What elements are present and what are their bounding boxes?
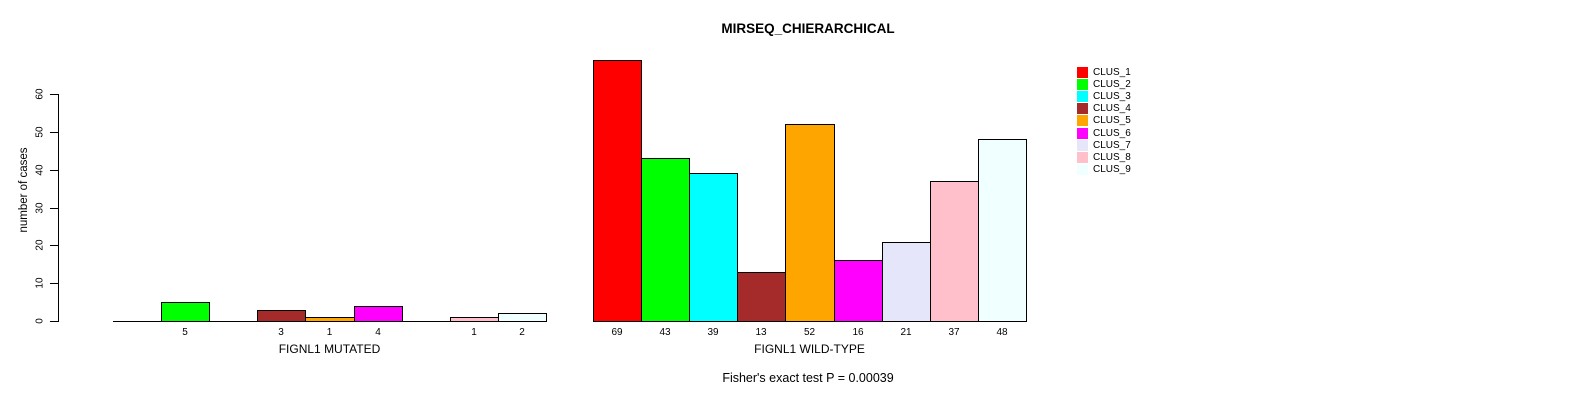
legend-swatch-clus_8 — [1077, 151, 1088, 163]
bar-clus_1 — [593, 60, 642, 322]
legend-swatch-clus_9 — [1077, 163, 1088, 175]
bar-clus_8 — [450, 317, 499, 322]
y-tick-label: 40 — [34, 164, 46, 176]
legend-swatch-clus_1 — [1077, 66, 1088, 78]
legend-item: CLUS_7 — [1077, 139, 1131, 151]
legend-swatch-clus_3 — [1077, 90, 1088, 102]
bar-value-label: 39 — [707, 327, 719, 338]
bar-clus_2 — [161, 302, 210, 322]
legend-label: CLUS_8 — [1093, 151, 1131, 163]
legend-swatch-clus_6 — [1077, 127, 1088, 139]
legend-swatch-clus_5 — [1077, 114, 1088, 126]
legend-item: CLUS_5 — [1077, 114, 1131, 126]
y-tick-label: 60 — [34, 88, 46, 100]
bar-value-label: 16 — [852, 327, 864, 338]
bar-value-label: 1 — [326, 327, 333, 338]
bar-clus_8 — [930, 181, 979, 322]
legend-label: CLUS_6 — [1093, 127, 1131, 139]
bar-value-label: 21 — [900, 327, 912, 338]
y-tick-label: 30 — [34, 202, 46, 214]
bar-value-label: 4 — [375, 327, 381, 338]
y-tick — [50, 245, 58, 246]
bar-clus_4 — [257, 310, 306, 322]
legend-swatch-clus_7 — [1077, 139, 1088, 151]
group-axis-label: FIGNL1 WILD-TYPE — [754, 342, 865, 356]
legend-label: CLUS_4 — [1093, 102, 1131, 114]
bar-clus_5 — [785, 124, 835, 322]
y-tick — [50, 170, 58, 171]
bar-value-label: 43 — [659, 327, 671, 338]
legend-label: CLUS_5 — [1093, 114, 1131, 126]
bar-clus_5 — [305, 317, 355, 322]
fisher-test-annotation: Fisher's exact test P = 0.00039 — [722, 371, 894, 385]
bar-value-label: 37 — [948, 327, 960, 338]
legend-swatch-clus_4 — [1077, 102, 1088, 114]
legend-item: CLUS_1 — [1077, 66, 1131, 78]
y-tick — [50, 321, 58, 322]
y-tick-label: 20 — [34, 239, 46, 251]
bar-clus_2 — [641, 158, 690, 322]
bar-value-label: 69 — [611, 327, 623, 338]
bar-value-label: 13 — [755, 327, 767, 338]
y-tick-label: 10 — [34, 277, 46, 289]
bar-clus_9 — [978, 139, 1027, 322]
legend-label: CLUS_9 — [1093, 163, 1131, 175]
bar-clus_7 — [882, 242, 931, 322]
chart-title: MIRSEQ_CHIERARCHICAL — [721, 21, 895, 36]
legend-swatch-clus_2 — [1077, 78, 1088, 90]
bar-value-label: 5 — [182, 327, 188, 338]
y-tick — [50, 94, 58, 95]
legend-label: CLUS_2 — [1093, 78, 1131, 90]
legend-item: CLUS_6 — [1077, 127, 1131, 139]
y-tick — [50, 208, 58, 209]
bar-clus_9 — [498, 313, 547, 322]
bar-clus_3 — [689, 173, 738, 322]
legend-item: CLUS_4 — [1077, 102, 1131, 114]
legend-label: CLUS_1 — [1093, 66, 1131, 78]
legend-item: CLUS_2 — [1077, 78, 1131, 90]
legend-label: CLUS_7 — [1093, 139, 1131, 151]
y-axis-label: number of cases — [18, 147, 30, 233]
bar-clus_6 — [834, 260, 883, 322]
bar-value-label: 2 — [519, 327, 525, 338]
legend-item: CLUS_8 — [1077, 151, 1131, 163]
legend-item: CLUS_3 — [1077, 90, 1131, 102]
y-tick-label: 50 — [34, 126, 46, 138]
y-tick-label: 0 — [34, 318, 46, 324]
legend-label: CLUS_3 — [1093, 90, 1131, 102]
bar-value-label: 3 — [278, 327, 284, 338]
bar-clus_6 — [354, 306, 403, 322]
legend: CLUS_1 CLUS_2 CLUS_3 CLUS_4 CLUS_5 CLUS_6 CLUS… — [1077, 66, 1177, 181]
bar-value-label: 1 — [471, 327, 477, 338]
legend-item: CLUS_9 — [1077, 163, 1131, 175]
bar-clus_4 — [737, 272, 786, 322]
bar-value-label: 52 — [803, 327, 816, 338]
bar-value-label: 48 — [996, 327, 1008, 338]
y-tick — [50, 283, 58, 284]
y-tick — [50, 132, 58, 133]
y-axis-line — [58, 94, 59, 322]
group-axis-label: FIGNL1 MUTATED — [278, 342, 381, 356]
